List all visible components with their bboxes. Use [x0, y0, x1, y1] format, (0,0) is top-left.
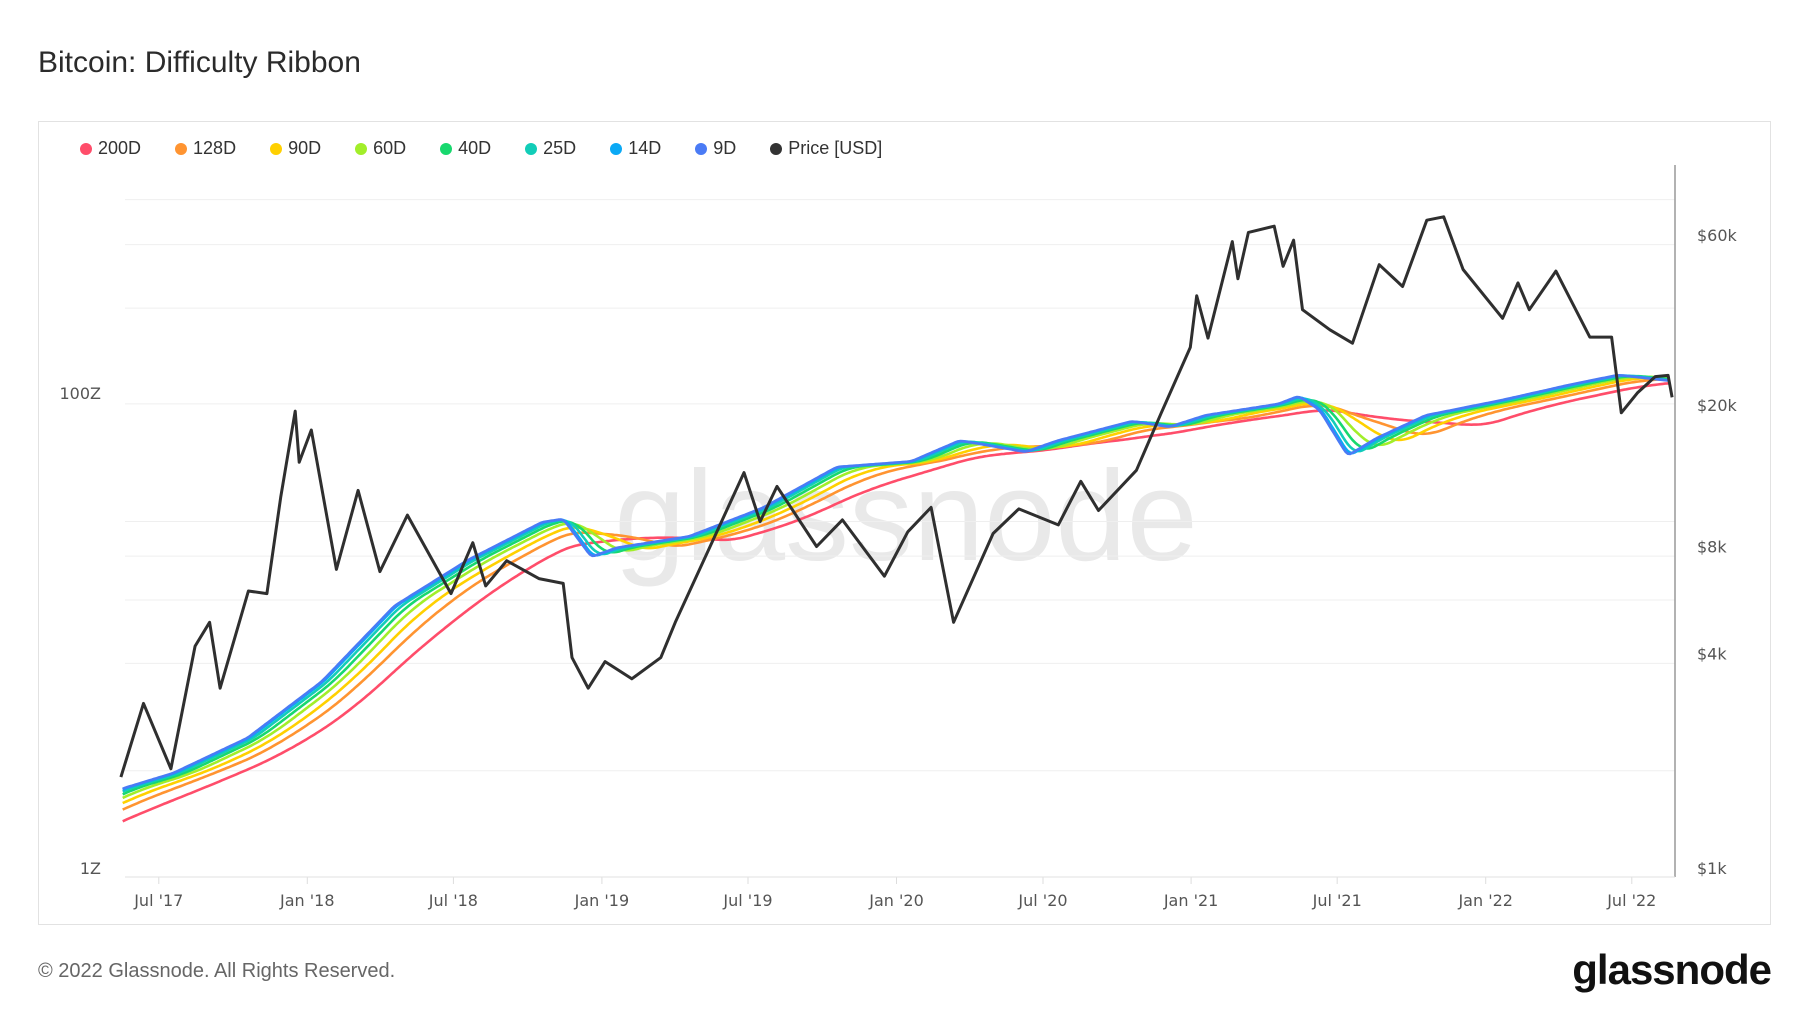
- series-line-90d: [122, 376, 1670, 805]
- watermark: glassnode: [614, 445, 1198, 588]
- copyright: © 2022 Glassnode. All Rights Reserved.: [38, 960, 396, 982]
- left-axis-tick: 100Z: [60, 384, 102, 403]
- series-line-9d: [122, 373, 1671, 790]
- x-axis-tick: Jul '20: [1017, 891, 1067, 910]
- legend-item-9d[interactable]: 9D: [695, 138, 736, 159]
- x-axis-tick: Jul '19: [722, 891, 772, 910]
- legend-item-25d[interactable]: 25D: [525, 138, 576, 159]
- legend-dot-icon: [525, 142, 538, 155]
- legend-label: 128D: [193, 138, 237, 158]
- x-axis-tick: Jul '18: [428, 891, 478, 910]
- legend-label: 14D: [628, 138, 662, 158]
- legend-label: 60D: [373, 138, 407, 158]
- legend-dot-icon: [610, 142, 623, 155]
- x-axis-tick: Jan '22: [1457, 891, 1513, 910]
- right-axis-tick: $8k: [1697, 537, 1727, 556]
- legend-label: 90D: [288, 138, 322, 158]
- legend-item-40d[interactable]: 40D: [440, 138, 491, 159]
- legend-label: 25D: [543, 138, 577, 158]
- series-line-128d: [122, 377, 1670, 811]
- x-axis-tick: Jan '21: [1163, 891, 1219, 910]
- legend-dot-icon: [270, 142, 283, 155]
- series-line-price: [119, 215, 1674, 778]
- right-axis-tick: $1k: [1697, 859, 1727, 878]
- legend-dot-icon: [355, 142, 368, 155]
- chart-title: Bitcoin: Difficulty Ribbon: [38, 46, 361, 79]
- legend-label: 9D: [713, 138, 737, 158]
- legend-label: 40D: [458, 138, 492, 158]
- x-axis-tick: Jul '21: [1312, 891, 1362, 910]
- left-axis-tick: 1Z: [80, 859, 101, 878]
- legend-dot-icon: [175, 142, 188, 155]
- series-layer: [119, 215, 1674, 823]
- legend-dot-icon: [695, 142, 708, 155]
- legend-label: Price [USD]: [788, 138, 883, 158]
- glassnode-logo[interactable]: glassnode: [1572, 946, 1772, 993]
- x-axis-tick: Jan '19: [574, 891, 630, 910]
- right-axis-tick: $20k: [1697, 396, 1738, 415]
- x-axis-tick: Jan '20: [868, 891, 924, 910]
- x-axis-tick: Jul '22: [1606, 891, 1656, 910]
- chart-frame: [38, 121, 1771, 925]
- tick-labels: $60k $20k $8k $4k $1k 100Z 1Z Jul '17 Jan '18 Jul…: [60, 226, 1738, 910]
- right-axis-tick: $4k: [1697, 645, 1727, 664]
- x-axis-tick: Jul '17: [133, 891, 183, 910]
- legend-label: 200D: [98, 138, 142, 158]
- legend-item-128d[interactable]: 128D: [175, 138, 236, 159]
- legend-item-200d[interactable]: 200D: [80, 138, 141, 159]
- legend-item-price-usd[interactable]: Price [USD]: [770, 138, 882, 159]
- legend-item-60d[interactable]: 60D: [355, 138, 406, 159]
- legend-dot-icon: [440, 142, 453, 155]
- right-axis-tick: $60k: [1697, 226, 1738, 245]
- legend-dot-icon: [770, 142, 783, 155]
- legend-dot-icon: [80, 142, 92, 155]
- legend: 200D 128D 90D 60D 40D 25D 14D 9D Price [USD]: [80, 138, 916, 159]
- legend-item-14d[interactable]: 14D: [610, 138, 661, 159]
- legend-item-90d[interactable]: 90D: [270, 138, 321, 159]
- x-axis-tick: Jan '18: [279, 891, 335, 910]
